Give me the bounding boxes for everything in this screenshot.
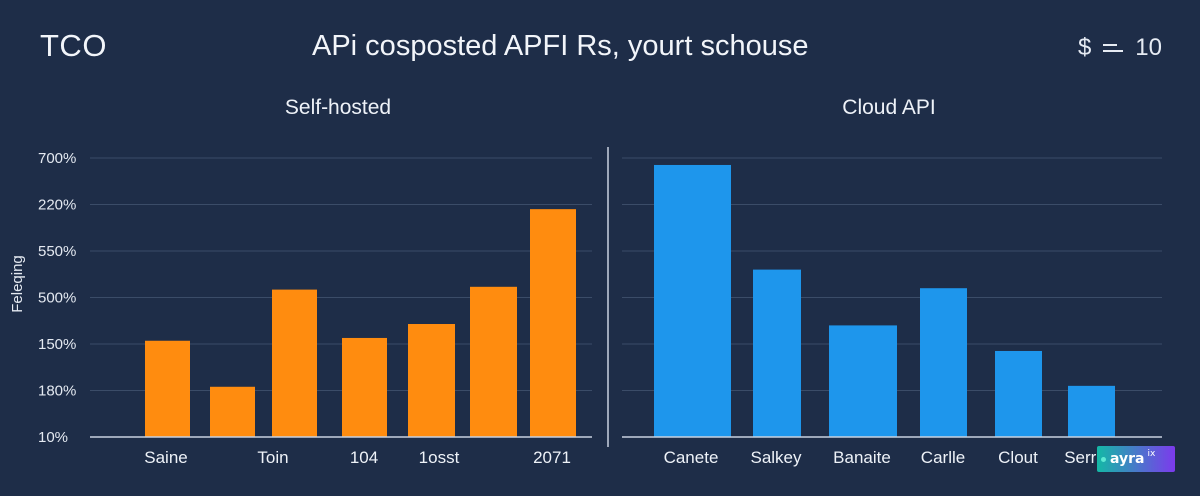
x-tick-label: Clout xyxy=(998,448,1038,467)
y-tick-label: 180% xyxy=(38,383,76,400)
bar xyxy=(342,337,387,437)
bar xyxy=(995,350,1042,437)
self-hosted-panel-title: Self-hosted xyxy=(284,96,392,119)
bar xyxy=(408,324,455,437)
bar xyxy=(753,269,801,437)
x-tick-label: 2071 xyxy=(533,448,571,467)
bar xyxy=(210,386,255,437)
bar xyxy=(145,340,190,437)
bar xyxy=(272,289,317,437)
y-tick-label: 550% xyxy=(38,243,76,260)
brand-watermark-sup: ix xyxy=(1147,449,1156,459)
x-tick-label: Salkey xyxy=(750,448,802,467)
y-tick-label: 700% xyxy=(38,150,76,167)
x-tick-label: 1osst xyxy=(419,448,460,467)
x-tick-label: Banaite xyxy=(833,448,891,467)
header-tco-label: TCO xyxy=(40,28,107,63)
header-controls[interactable]: $ 10 xyxy=(1078,34,1162,62)
bar xyxy=(470,286,517,437)
bar xyxy=(654,164,731,437)
x-tick-label: Canete xyxy=(664,448,719,467)
brand-dot-icon xyxy=(1101,456,1106,462)
bar xyxy=(1068,385,1115,437)
cloud-api-panel-title: Cloud API xyxy=(842,96,936,119)
x-tick-label: Carlle xyxy=(921,448,965,467)
x-tick-label: 104 xyxy=(350,448,378,467)
x-tick-label: Toin xyxy=(257,448,288,467)
y-axis-label: Feleqing xyxy=(9,255,26,313)
bar xyxy=(829,325,897,437)
bar xyxy=(920,288,967,437)
y-tick-label: 220% xyxy=(38,197,76,214)
x-tick-label: Saine xyxy=(144,448,187,467)
y-tick-label: 10% xyxy=(38,429,68,446)
x-tick-label: Serre xyxy=(1064,448,1106,467)
brand-watermark: ayra ix xyxy=(1097,446,1175,472)
bar xyxy=(530,209,576,437)
y-tick-label: 150% xyxy=(38,336,76,353)
brand-watermark-text: ayra xyxy=(1110,451,1145,467)
currency-symbol: $ xyxy=(1077,34,1092,61)
header-value: 10 xyxy=(1135,34,1162,61)
y-tick-label: 500% xyxy=(38,290,76,307)
menu-icon[interactable] xyxy=(1103,44,1124,52)
page-title: APi cospos­ted APFI Rs, yourt schouse xyxy=(312,30,809,62)
